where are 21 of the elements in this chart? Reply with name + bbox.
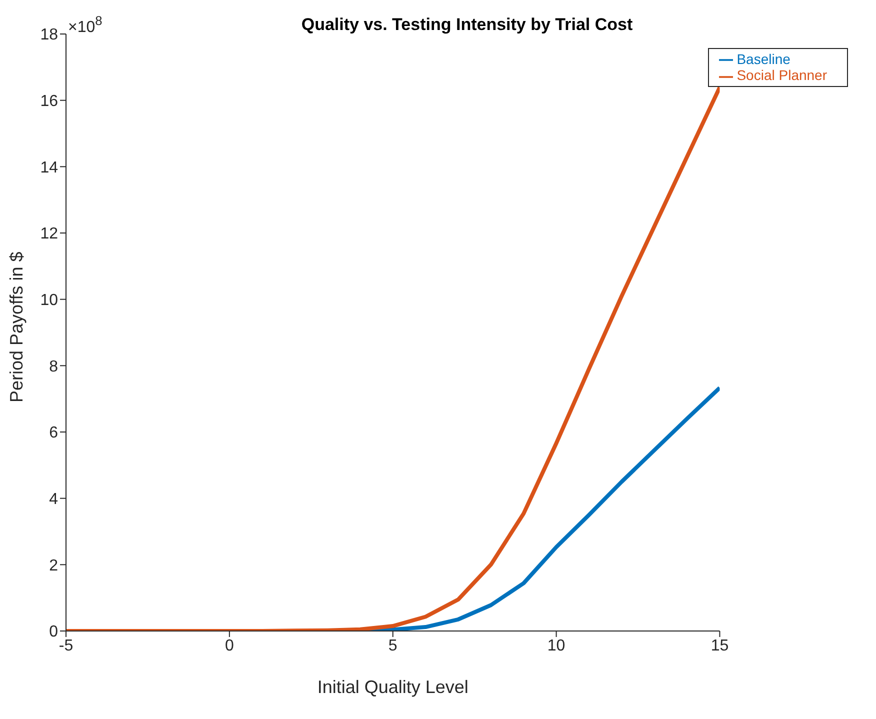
y-tick-label: 0 (49, 624, 58, 641)
y-axis-title: Period Payoffs in $ (6, 252, 26, 402)
annotation: ×10$^{8}$ (68, 12, 102, 36)
y-tick-label: 2 (49, 557, 58, 574)
y-tick-label: 18 (40, 26, 58, 44)
y-tick-label: 6 (49, 424, 58, 442)
y-tick-label: 12 (40, 226, 58, 243)
x-tick-label: 10 (547, 637, 566, 654)
x-tick-label: 0 (224, 637, 234, 654)
x-axis-title: Initial Quality Level (317, 677, 468, 697)
y-tick-label: 14 (40, 159, 58, 176)
x-tick-label: 5 (388, 637, 398, 654)
y-tick-label: 16 (40, 93, 58, 110)
y-tick-label: 10 (40, 292, 58, 310)
y-tick-label: 8 (49, 358, 58, 376)
x-tick-label: -5 (58, 637, 74, 654)
x-tick-label: 15 (710, 637, 729, 654)
legend-label: Social Planner (736, 67, 827, 84)
chart-title: Quality vs. Testing Intensity by Trial Cost (301, 15, 633, 34)
legend-label: Baseline (736, 51, 790, 67)
y-tick-label: 4 (49, 491, 58, 508)
